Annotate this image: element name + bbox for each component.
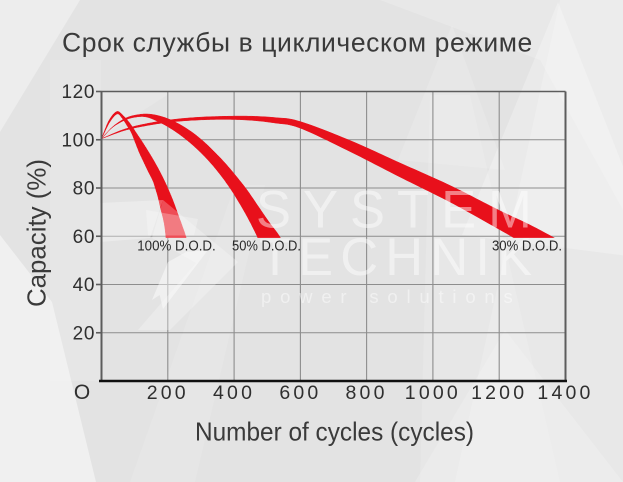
svg-text:O: O (74, 381, 90, 404)
svg-text:60: 60 (73, 227, 95, 248)
svg-text:Срок службы в циклическом режи: Срок службы в циклическом режиме (62, 28, 533, 58)
svg-text:600: 600 (279, 382, 321, 404)
svg-text:200: 200 (147, 382, 189, 404)
svg-text:1000: 1000 (405, 382, 461, 404)
svg-text:TECHNIK: TECHNIK (259, 228, 539, 287)
svg-text:120: 120 (61, 82, 95, 103)
svg-text:Capacity (%): Capacity (%) (21, 159, 51, 307)
svg-text:power solutions: power solutions (261, 286, 522, 307)
svg-text:100% D.O.D.: 100% D.O.D. (137, 238, 216, 255)
svg-text:40: 40 (73, 275, 95, 296)
svg-text:20: 20 (73, 323, 95, 344)
svg-text:100: 100 (61, 130, 95, 151)
svg-text:400: 400 (213, 382, 255, 404)
svg-text:80: 80 (73, 179, 95, 200)
svg-text:1200: 1200 (471, 382, 527, 404)
svg-text:Number of cycles (cycles): Number of cycles (cycles) (195, 417, 474, 447)
svg-text:1400: 1400 (537, 382, 593, 404)
svg-text:30% D.O.D.: 30% D.O.D. (492, 238, 562, 255)
svg-text:800: 800 (346, 382, 388, 404)
svg-text:SYSTEM: SYSTEM (256, 181, 544, 240)
svg-text:50% D.O.D.: 50% D.O.D. (232, 238, 301, 255)
